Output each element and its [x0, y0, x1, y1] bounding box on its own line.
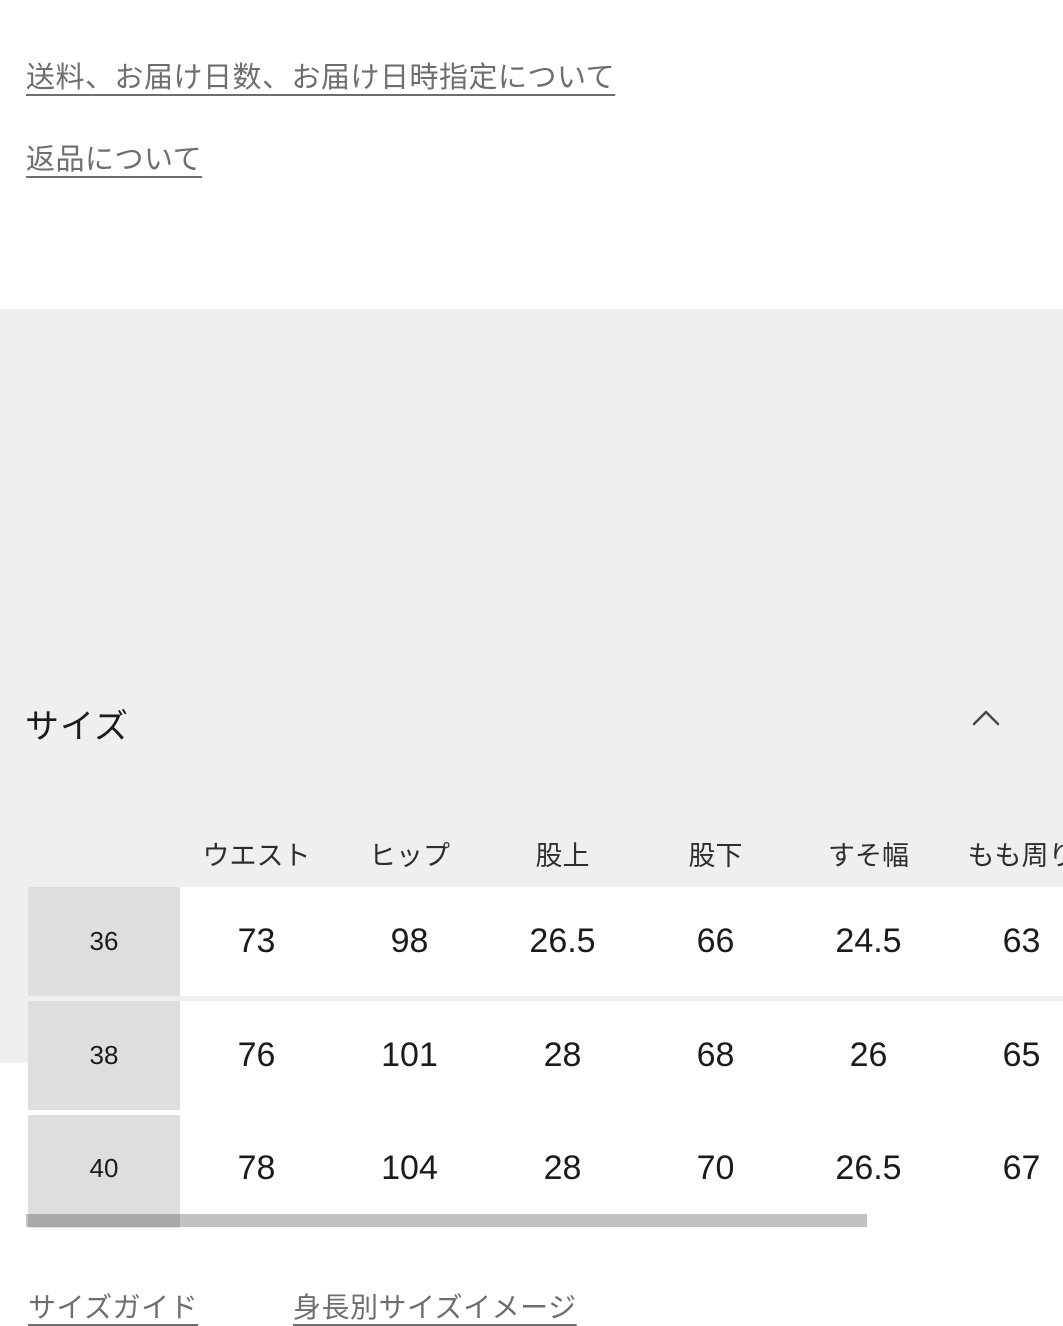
cell-waist: 73: [237, 922, 276, 960]
table-row-size-38: 38 76 101 28 68 26 65: [28, 1001, 1063, 1110]
column-header-inseam: 股下: [688, 840, 743, 871]
column-header-waist: ウエスト: [202, 840, 311, 871]
product-detail-page: 送料、お届け日数、お届け日時指定について 返品について サイズ ウエスト ヒップ…: [0, 62, 1063, 1323]
cell-waist: 78: [237, 1149, 276, 1187]
height-size-image-link[interactable]: 身長別サイズイメージ: [293, 1292, 577, 1323]
size-section: サイズ ウエスト ヒップ 股上 股下 すそ幅 もも周り 3: [0, 309, 1063, 1323]
size-table-header-row: ウエスト ヒップ 股上 股下 すそ幅 もも周り: [0, 819, 1063, 887]
cell-rise: 26.5: [529, 922, 596, 960]
column-header-rise: 股上: [535, 840, 590, 871]
cell-hip: 104: [381, 1149, 438, 1187]
shipping-info-link[interactable]: 送料、お届け日数、お届け日時指定について: [26, 62, 616, 94]
cell-hip: 98: [390, 922, 429, 960]
cell-thigh: 65: [1002, 1036, 1041, 1074]
row-label: 38: [28, 1001, 180, 1110]
column-header-hip: ヒップ: [369, 840, 450, 871]
cell-hem-width: 26.5: [835, 1149, 902, 1187]
size-table: ウエスト ヒップ 股上 股下 すそ幅 もも周り 36 73 98 26.5 66…: [0, 819, 1063, 1228]
cell-thigh: 63: [1002, 922, 1041, 960]
cell-inseam: 66: [696, 922, 735, 960]
cell-hem-width: 24.5: [835, 922, 902, 960]
horizontal-scrollbar-thumb[interactable]: [26, 1214, 867, 1227]
cell-inseam: 70: [696, 1149, 735, 1187]
collapse-section-button[interactable]: [960, 701, 1012, 737]
row-label: 40: [28, 1115, 180, 1228]
returns-info-link[interactable]: 返品について: [26, 144, 203, 176]
cell-inseam: 68: [696, 1036, 735, 1074]
table-row-size-36: 36 73 98 26.5 66 24.5 63: [28, 887, 1063, 996]
table-row-size-40: 40 78 104 28 70 26.5 67: [28, 1115, 1063, 1228]
row-label: 36: [28, 887, 180, 996]
cell-rise: 28: [543, 1036, 582, 1074]
chevron-up-icon: [971, 709, 1001, 730]
cell-hem-width: 26: [849, 1036, 888, 1074]
cell-hip: 101: [381, 1036, 438, 1074]
size-guide-link[interactable]: サイズガイド: [28, 1292, 199, 1323]
size-table-viewport[interactable]: ウエスト ヒップ 股上 股下 すそ幅 もも周り 36 73 98 26.5 66…: [0, 819, 1063, 1228]
cell-thigh: 67: [1002, 1149, 1041, 1187]
cell-waist: 76: [237, 1036, 276, 1074]
column-header-hem-width: すそ幅: [828, 840, 909, 871]
size-section-title: サイズ: [25, 708, 129, 746]
cell-rise: 28: [543, 1149, 582, 1187]
column-header-thigh: もも周り: [967, 840, 1063, 871]
